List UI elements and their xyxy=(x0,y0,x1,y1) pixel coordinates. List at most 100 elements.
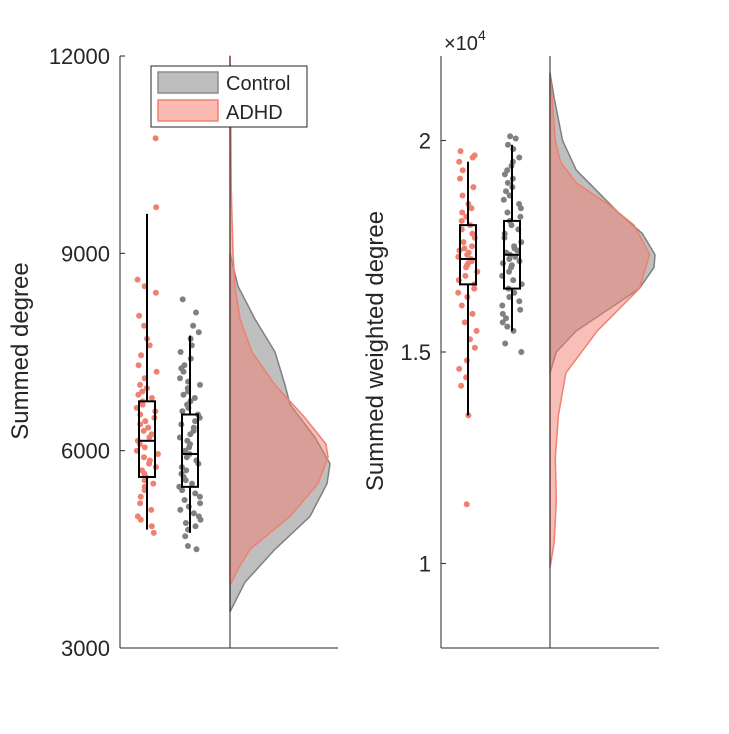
data-point-control xyxy=(502,340,509,347)
data-point-adhd xyxy=(457,148,464,155)
data-point-control xyxy=(506,268,512,275)
data-point-control xyxy=(179,296,186,303)
data-point-control xyxy=(514,247,521,254)
legend-swatch-control xyxy=(157,71,219,94)
data-point-adhd xyxy=(469,310,476,317)
data-point-adhd xyxy=(138,352,145,359)
data-point-adhd xyxy=(146,434,153,441)
data-point-adhd xyxy=(135,391,142,398)
points-layer xyxy=(133,135,204,553)
box-adhd xyxy=(138,400,156,478)
data-point-adhd xyxy=(141,444,148,451)
data-point-control xyxy=(517,205,524,212)
data-point-adhd xyxy=(456,365,463,372)
data-point-adhd xyxy=(153,368,160,375)
data-point-adhd xyxy=(455,289,462,296)
data-point-adhd xyxy=(462,272,469,279)
data-point-control xyxy=(193,309,199,316)
box-layer xyxy=(138,213,199,533)
data-point-adhd xyxy=(145,424,152,431)
data-point-control xyxy=(182,477,189,484)
panel-summed-weighted-degree: 11.52 Summed weighted degree ×104 xyxy=(362,27,659,649)
data-point-adhd xyxy=(136,312,143,319)
data-point-control xyxy=(504,209,511,216)
data-point-adhd xyxy=(458,217,465,224)
data-point-adhd xyxy=(150,529,157,536)
data-point-adhd xyxy=(471,344,478,351)
data-point-adhd xyxy=(152,289,159,296)
data-point-adhd xyxy=(137,516,144,523)
data-point-control xyxy=(177,506,184,513)
data-point-control xyxy=(190,322,197,329)
data-point-adhd xyxy=(470,184,477,191)
data-point-control xyxy=(180,368,187,375)
data-point-control xyxy=(197,381,203,388)
data-point-control xyxy=(182,533,189,540)
data-point-control xyxy=(191,395,198,401)
data-point-control xyxy=(503,315,509,322)
data-point-control xyxy=(183,454,190,461)
panel-summed-degree: 3000 6000 9000 12000 Summed degree Control … xyxy=(7,44,338,661)
data-point-adhd xyxy=(459,209,466,216)
y-tick-label: 1.5 xyxy=(400,340,431,365)
data-point-adhd xyxy=(459,192,466,199)
data-point-control xyxy=(517,213,524,220)
data-point-adhd xyxy=(135,362,142,369)
data-point-control xyxy=(179,408,186,415)
y-tick-label: 2 xyxy=(419,129,431,154)
data-point-control xyxy=(190,510,197,517)
axis-layer: 3000 6000 9000 12000 xyxy=(49,44,338,661)
box-layer xyxy=(459,144,521,416)
data-point-control xyxy=(177,349,184,355)
data-point-adhd xyxy=(469,154,476,161)
data-point-adhd xyxy=(137,500,144,507)
data-point-adhd xyxy=(459,167,466,174)
data-point-control xyxy=(184,543,191,549)
data-point-control xyxy=(508,222,515,229)
data-point-adhd xyxy=(464,251,471,258)
data-point-control xyxy=(516,298,523,305)
data-point-control xyxy=(518,349,525,355)
data-point-control xyxy=(182,447,189,454)
data-point-adhd xyxy=(148,506,155,513)
data-point-control xyxy=(180,391,187,398)
y-tick-label: 3000 xyxy=(61,636,110,661)
data-point-control xyxy=(507,133,514,140)
data-point-control xyxy=(197,516,204,523)
data-point-adhd xyxy=(141,322,148,329)
data-point-control xyxy=(505,141,511,148)
box-adhd xyxy=(459,224,477,286)
data-point-control xyxy=(192,523,199,530)
data-point-adhd xyxy=(461,245,468,252)
data-point-adhd xyxy=(137,493,144,500)
data-point-control xyxy=(193,546,200,553)
data-point-control xyxy=(182,520,189,526)
data-point-control xyxy=(192,418,199,425)
data-point-adhd xyxy=(458,382,465,389)
data-point-adhd xyxy=(461,319,468,326)
data-point-control xyxy=(179,487,186,494)
y-tick-label: 12000 xyxy=(49,44,110,69)
data-point-adhd xyxy=(154,451,161,457)
data-point-control xyxy=(181,497,188,503)
data-point-adhd xyxy=(152,135,159,142)
data-point-adhd xyxy=(463,264,470,271)
legend-swatch-adhd xyxy=(157,99,219,122)
data-point-adhd xyxy=(146,342,153,349)
data-point-control xyxy=(516,154,523,161)
legend-label-control: Control xyxy=(226,73,290,95)
density-layer xyxy=(229,55,331,613)
density-adhd xyxy=(229,55,329,587)
legend: Control ADHD xyxy=(150,65,308,128)
data-point-adhd xyxy=(148,395,155,401)
axis-layer: 11.52 xyxy=(400,56,659,649)
data-point-control xyxy=(197,500,204,507)
data-point-control xyxy=(195,329,202,336)
y-tick-label: 9000 xyxy=(61,241,110,266)
y-axis-label: Summed degree xyxy=(7,262,34,439)
data-point-adhd xyxy=(468,205,475,212)
data-point-control xyxy=(192,490,199,497)
data-point-adhd xyxy=(141,454,147,461)
data-point-control xyxy=(504,179,511,186)
density-layer xyxy=(549,72,656,569)
